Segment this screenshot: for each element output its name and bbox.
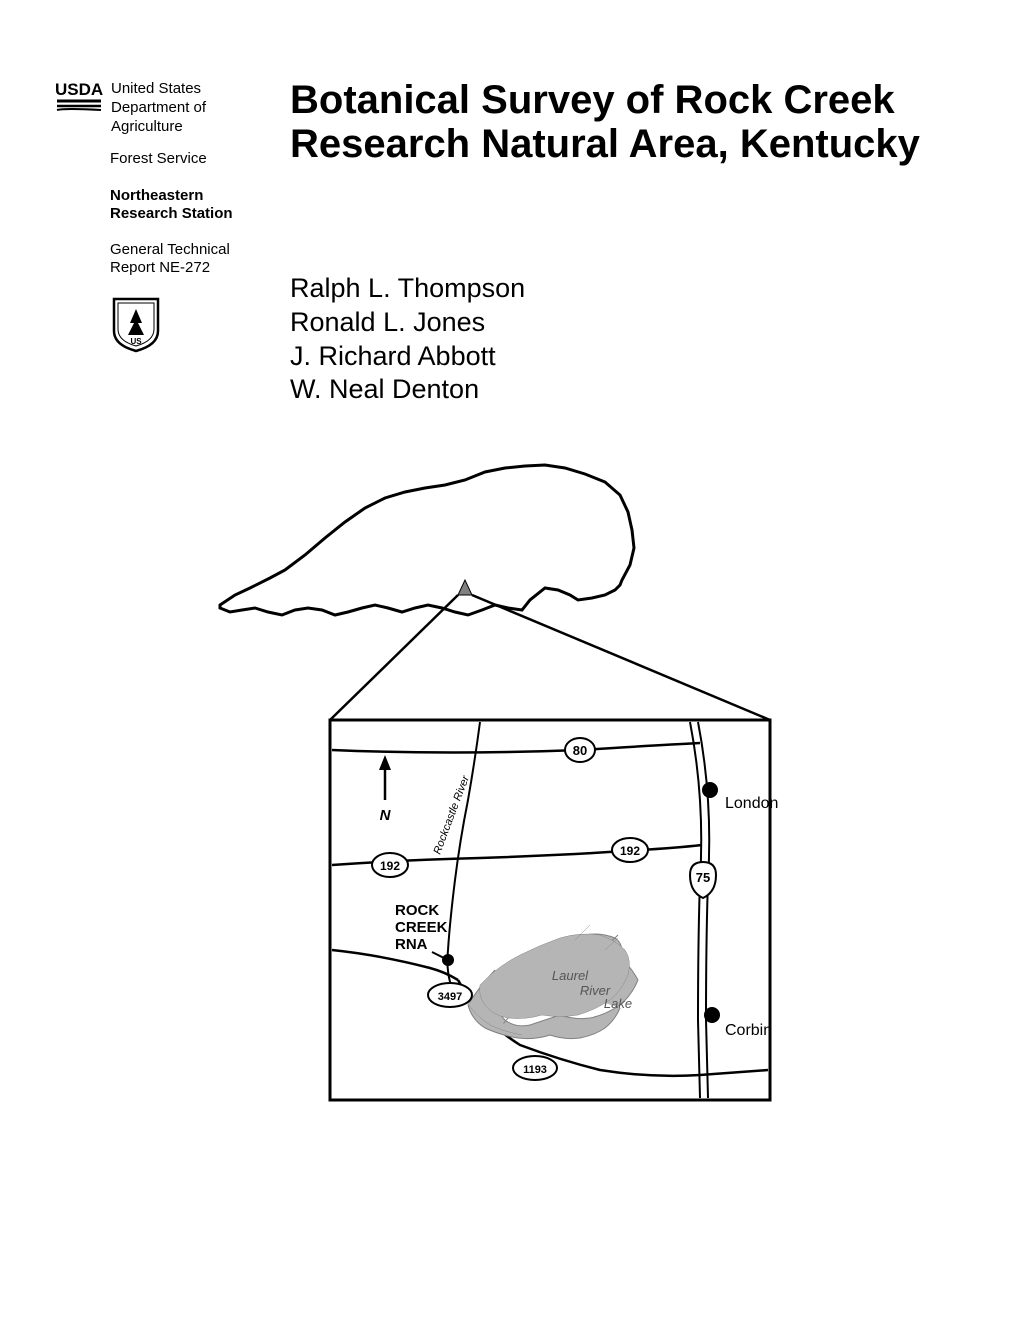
rna-label: CREEK xyxy=(395,919,448,936)
author: Ronald L. Jones xyxy=(290,306,525,340)
dept-line: Agriculture xyxy=(111,118,206,137)
city-marker-corbin xyxy=(704,1007,720,1023)
authors-list: Ralph L. Thompson Ronald L. Jones J. Ric… xyxy=(290,272,525,407)
station-line: Northeastern xyxy=(110,187,255,205)
kentucky-outline xyxy=(220,465,634,615)
svg-text:80: 80 xyxy=(573,743,587,758)
title-line: Botanical Survey of Rock Creek xyxy=(290,78,920,122)
dept-line: United States xyxy=(111,80,206,99)
svg-text:US: US xyxy=(130,337,142,346)
city-label: London xyxy=(725,795,778,812)
route-shield-80: 80 xyxy=(565,738,595,762)
svg-text:USDA: USDA xyxy=(55,80,103,99)
city-label: Corbin xyxy=(725,1022,772,1039)
document-title: Botanical Survey of Rock Creek Research … xyxy=(290,78,920,166)
route-shield-192b: 192 xyxy=(612,838,648,862)
report-number: General Technical Report NE-272 xyxy=(110,241,255,277)
location-map: N Rockcastle River Laurel River Lake ROC… xyxy=(200,460,820,1120)
station-line: Research Station xyxy=(110,205,255,223)
route-shield-1193: 1193 xyxy=(513,1056,557,1080)
lake-label: Laurel xyxy=(552,968,589,983)
usda-logo-icon: USDA xyxy=(55,80,103,114)
north-label: N xyxy=(380,807,392,824)
svg-text:3497: 3497 xyxy=(438,991,462,1003)
rna-label: ROCK xyxy=(395,902,439,919)
svg-text:192: 192 xyxy=(620,844,640,858)
route-shield-3497: 3497 xyxy=(428,983,472,1007)
rna-marker xyxy=(442,954,454,966)
author: W. Neal Denton xyxy=(290,373,525,407)
city-marker-london xyxy=(702,782,718,798)
route-shield-192a: 192 xyxy=(372,853,408,877)
usda-dept-text: United States Department of Agriculture xyxy=(111,80,206,136)
forest-service-label: Forest Service xyxy=(110,150,255,167)
author: J. Richard Abbott xyxy=(290,340,525,374)
svg-text:1193: 1193 xyxy=(523,1064,547,1076)
usda-block: USDA United States Department of Agricul… xyxy=(55,80,255,136)
dept-line: Department of xyxy=(111,99,206,118)
sidebar: USDA United States Department of Agricul… xyxy=(55,80,255,358)
rna-label: RNA xyxy=(395,936,428,953)
report-line: General Technical xyxy=(110,241,255,259)
report-line: Report NE-272 xyxy=(110,259,255,277)
lake-label: Lake xyxy=(604,996,632,1011)
svg-text:75: 75 xyxy=(696,870,710,885)
svg-text:192: 192 xyxy=(380,859,400,873)
author: Ralph L. Thompson xyxy=(290,272,525,306)
forest-service-shield-icon: US xyxy=(110,295,162,353)
station-label: Northeastern Research Station xyxy=(110,187,255,223)
title-line: Research Natural Area, Kentucky xyxy=(290,122,920,166)
